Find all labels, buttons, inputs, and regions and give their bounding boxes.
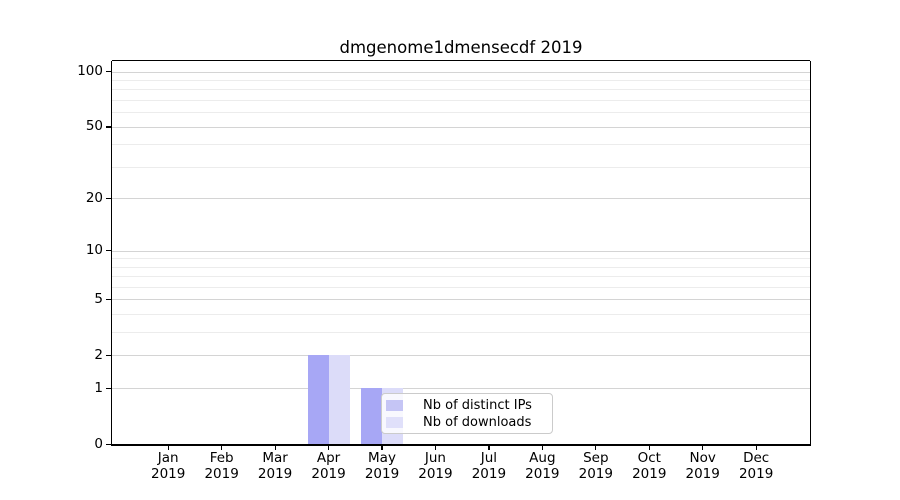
y-tick	[106, 126, 112, 128]
x-tick	[221, 445, 223, 450]
x-tick-label: May 2019	[346, 450, 418, 482]
x-tick	[167, 445, 169, 450]
x-tick-year-label: 2019	[257, 466, 293, 482]
gridline-minor	[112, 314, 810, 316]
x-tick-year-label: 2019	[632, 466, 667, 482]
spine-right	[809, 61, 811, 444]
gridline-major	[112, 250, 810, 252]
x-tick-label: Oct 2019	[613, 450, 685, 482]
bar-downloads	[328, 355, 350, 444]
spine-left	[110, 61, 112, 444]
gridline-minor	[112, 112, 810, 114]
legend-label-downloads: Nb of downloads	[423, 415, 532, 430]
y-tick-label: 0	[94, 435, 103, 452]
x-tick-label: Jun 2019	[399, 450, 471, 482]
bar-distinct-ips	[361, 388, 382, 444]
x-tick	[702, 445, 704, 450]
x-tick-label: Sep 2019	[560, 450, 632, 482]
gridline-minor	[112, 287, 810, 289]
y-tick-label: 10	[85, 242, 103, 259]
legend-label-distinct-ips: Nb of distinct IPs	[423, 398, 532, 413]
x-tick-label: Dec 2019	[720, 450, 792, 482]
x-tick-year-label: 2019	[738, 466, 774, 482]
y-tick-label: 20	[85, 189, 103, 206]
spine-top	[112, 59, 810, 61]
x-tick-year-label: 2019	[151, 466, 186, 482]
x-tick-year-label: 2019	[204, 466, 239, 482]
y-tick	[106, 71, 112, 73]
y-tick	[106, 387, 112, 389]
y-tick-label: 5	[94, 290, 103, 307]
x-tick-year-label: 2019	[471, 466, 507, 482]
gridline-minor	[112, 144, 810, 146]
y-tick	[106, 197, 112, 200]
gridline-major	[112, 198, 810, 200]
bar-distinct-ips	[307, 355, 329, 444]
gridline-major	[112, 71, 810, 73]
legend-item-downloads: Nb of downloads	[382, 414, 552, 431]
gridline-minor	[112, 89, 810, 91]
y-tick-label: 2	[94, 346, 103, 363]
plot-area: Nb of distinct IPs Nb of downloads	[112, 61, 810, 444]
x-axis-line	[110, 443, 812, 446]
x-tick-year-label: 2019	[311, 466, 346, 482]
gridline-minor	[112, 100, 810, 102]
x-tick	[274, 445, 276, 450]
x-tick	[434, 445, 437, 450]
x-tick	[648, 445, 650, 450]
y-tick-label: 50	[85, 118, 103, 135]
x-tick-year-label: 2019	[418, 466, 453, 482]
gridline-minor	[112, 258, 810, 260]
x-tick-label: Jan 2019	[132, 450, 204, 482]
legend-item-distinct-ips: Nb of distinct IPs	[382, 397, 552, 414]
gridline-minor	[112, 266, 810, 268]
y-tick	[106, 354, 112, 357]
x-tick-label: Aug 2019	[506, 450, 578, 482]
gridline-minor	[112, 80, 810, 82]
x-tick	[327, 445, 330, 450]
gridline-major	[112, 299, 810, 301]
x-tick-label: Apr 2019	[293, 450, 365, 482]
chart-title: dmgenome1dmensecdf 2019	[339, 38, 583, 57]
x-tick-label: Feb 2019	[186, 450, 258, 482]
y-tick-label: 1	[94, 379, 103, 396]
legend-swatch-distinct-ips-icon	[386, 400, 403, 411]
x-tick-year-label: 2019	[364, 466, 400, 482]
x-tick-year-label: 2019	[685, 466, 720, 482]
y-tick-label: 100	[77, 63, 103, 80]
x-tick-label: Jul 2019	[453, 450, 525, 482]
legend-swatch-downloads-icon	[386, 417, 403, 428]
x-tick	[755, 445, 757, 450]
x-tick-year-label: 2019	[578, 466, 613, 482]
x-tick-label: Mar 2019	[239, 450, 311, 482]
x-tick	[488, 445, 490, 450]
x-tick-label: Nov 2019	[667, 450, 739, 482]
gridline-major	[112, 388, 810, 390]
y-tick	[106, 298, 112, 301]
gridline-minor	[112, 276, 810, 278]
gridline-major	[112, 355, 810, 357]
legend: Nb of distinct IPs Nb of downloads	[381, 393, 553, 434]
x-tick-year-label: 2019	[525, 466, 560, 482]
x-tick	[381, 445, 383, 450]
x-tick	[595, 445, 597, 450]
gridline-minor	[112, 166, 810, 168]
y-tick	[106, 443, 112, 445]
gridline-major	[112, 126, 810, 128]
gridline-minor	[112, 332, 810, 334]
x-tick	[541, 445, 544, 450]
y-tick	[106, 250, 112, 252]
